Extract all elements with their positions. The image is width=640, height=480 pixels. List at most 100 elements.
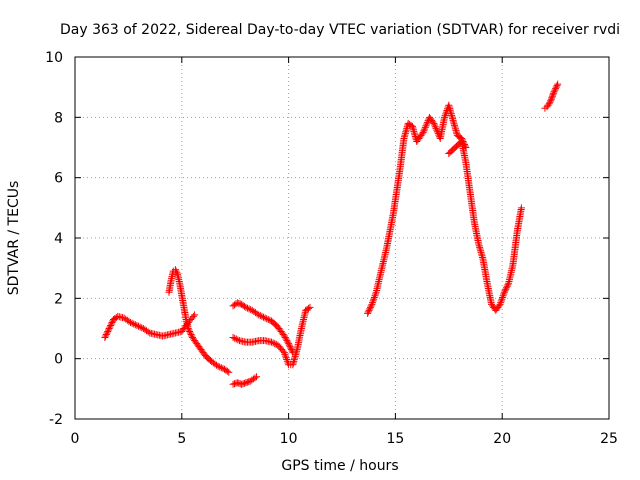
data-point: [128, 319, 136, 327]
series-arc-6: [364, 101, 470, 317]
data-point: [127, 318, 135, 326]
data-point: [242, 303, 250, 311]
data-point: [173, 269, 181, 277]
y-axis-label: SDTVAR / TECUs: [6, 181, 22, 296]
data-point: [421, 125, 429, 133]
data-point: [268, 338, 276, 346]
data-point: [499, 293, 507, 301]
data-point: [429, 118, 437, 126]
data-point: [546, 98, 554, 106]
data-point: [366, 303, 374, 311]
data-point: [549, 91, 557, 99]
data-point: [280, 332, 288, 340]
series-arc-7: [445, 137, 525, 314]
data-point: [430, 119, 438, 127]
data-point: [498, 295, 506, 303]
x-tick-label: 10: [280, 431, 298, 447]
x-tick-label: 15: [386, 431, 404, 447]
data-point: [245, 378, 253, 386]
data-point: [283, 357, 291, 365]
data-point: [423, 118, 431, 126]
data-point: [281, 334, 289, 342]
data-point: [256, 312, 264, 320]
data-point: [441, 112, 449, 120]
grid: [75, 57, 609, 419]
data-point: [369, 299, 377, 307]
data-point: [255, 311, 263, 319]
data-point: [232, 335, 240, 343]
data-point: [500, 290, 508, 298]
data-point: [260, 313, 268, 321]
data-point: [421, 123, 429, 131]
data-point: [233, 379, 241, 387]
data-point: [189, 312, 197, 320]
data-point: [285, 341, 293, 349]
data-point: [554, 80, 562, 88]
data-point: [131, 321, 139, 329]
data-point: [368, 300, 376, 308]
data-point: [504, 281, 512, 289]
data-point: [271, 340, 279, 348]
data-point: [502, 284, 510, 292]
data-point: [369, 297, 377, 305]
data-point: [171, 266, 179, 274]
y-tick-label: 4: [54, 231, 63, 247]
data-point: [107, 320, 115, 328]
data-point: [420, 127, 428, 135]
data-point: [552, 85, 560, 93]
data-point: [235, 299, 243, 307]
data-point: [136, 323, 144, 331]
data-point: [104, 328, 112, 336]
data-point: [101, 334, 109, 342]
data-point: [552, 83, 560, 91]
data-point: [441, 113, 449, 121]
data-point: [102, 331, 110, 339]
data-point: [223, 367, 231, 375]
data-point: [105, 325, 113, 332]
data-point: [253, 373, 261, 381]
y-tick-label: 10: [45, 50, 63, 66]
data-point: [219, 364, 227, 372]
data-point: [549, 89, 557, 97]
data-point: [243, 304, 251, 312]
data-point: [306, 303, 314, 311]
x-tick-label: 0: [71, 431, 80, 447]
data-point: [264, 315, 272, 323]
x-tick-label: 5: [177, 431, 186, 447]
data-point: [418, 130, 426, 138]
data-point: [551, 86, 559, 94]
series-arc-2: [165, 266, 233, 376]
data-point: [187, 331, 195, 339]
data-point: [242, 379, 250, 387]
data-point: [185, 326, 193, 334]
data-point: [283, 356, 291, 364]
data-point: [172, 267, 180, 275]
data-point: [431, 123, 439, 131]
series-arc-4: [229, 299, 297, 357]
series-arc-8: [541, 80, 562, 112]
data-point: [283, 337, 291, 345]
data-point: [103, 329, 111, 337]
data-point: [547, 95, 555, 103]
data-point: [545, 100, 553, 108]
data-point: [285, 340, 293, 348]
x-axis-label: GPS time / hours: [281, 458, 398, 474]
data-point: [503, 282, 511, 290]
data-point: [229, 334, 237, 342]
data-point: [496, 300, 504, 308]
data-point: [432, 124, 440, 132]
data-point: [216, 363, 224, 371]
data-point: [497, 299, 505, 307]
data-point: [553, 82, 561, 90]
y-tick-label: 0: [54, 352, 63, 368]
data-point: [238, 380, 246, 388]
data-point: [499, 292, 507, 300]
data-point: [544, 101, 552, 109]
data-point: [184, 325, 192, 332]
data-point: [236, 300, 244, 308]
data-point: [281, 350, 289, 358]
data-point: [365, 306, 373, 314]
data-point: [239, 380, 247, 388]
data-point: [517, 204, 525, 212]
